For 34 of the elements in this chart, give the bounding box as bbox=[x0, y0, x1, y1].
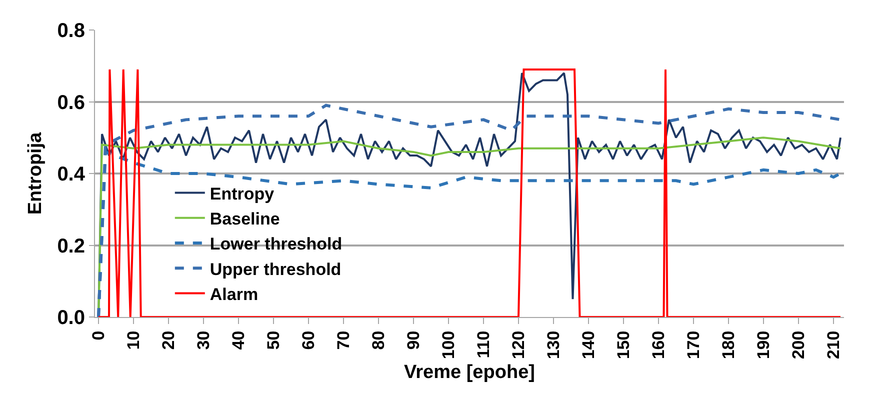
x-tick-label: 140 bbox=[579, 330, 598, 360]
x-tick-label: 120 bbox=[509, 330, 528, 360]
x-tick-label: 20 bbox=[159, 330, 178, 350]
x-tick-label: 80 bbox=[369, 330, 388, 350]
x-axis-title: Vreme [epohe] bbox=[404, 362, 535, 383]
x-tick-label: 110 bbox=[474, 330, 494, 358]
x-tick-label: 210 bbox=[824, 330, 844, 360]
y-tick-label: 0.2 bbox=[57, 235, 85, 258]
legend-label: Lower threshold bbox=[210, 234, 342, 254]
x-tick-label: 170 bbox=[684, 330, 704, 360]
y-axis-title: Entropija bbox=[25, 132, 46, 215]
x-tick-label: 50 bbox=[264, 330, 284, 350]
x-tick-label: 100 bbox=[439, 330, 458, 360]
y-tick-label: 0.8 bbox=[57, 20, 85, 42]
legend-label: Alarm bbox=[210, 284, 258, 304]
x-tick-label: 180 bbox=[719, 330, 738, 360]
x-tick-label: 40 bbox=[229, 330, 248, 350]
x-tick-label: 130 bbox=[544, 330, 564, 360]
y-tick-label: 0.6 bbox=[57, 92, 85, 114]
x-tick-label: 0 bbox=[89, 330, 108, 340]
x-tick-label: 190 bbox=[754, 330, 774, 360]
y-tick-label: 0.0 bbox=[57, 307, 85, 329]
x-tick-label: 90 bbox=[404, 330, 424, 350]
x-tick-label: 200 bbox=[789, 330, 808, 360]
legend-label: Upper threshold bbox=[210, 260, 342, 279]
legend-label: Entropy bbox=[210, 184, 275, 204]
x-tick-label: 70 bbox=[334, 330, 354, 350]
x-tick-label: 150 bbox=[614, 330, 634, 360]
x-tick-label: 30 bbox=[194, 330, 214, 350]
x-tick-label: 160 bbox=[649, 330, 668, 360]
y-tick-label: 0.4 bbox=[57, 164, 86, 186]
x-tick-label: 10 bbox=[124, 330, 144, 350]
x-tick-label: 60 bbox=[299, 330, 318, 350]
legend-label: Baseline bbox=[210, 210, 280, 229]
